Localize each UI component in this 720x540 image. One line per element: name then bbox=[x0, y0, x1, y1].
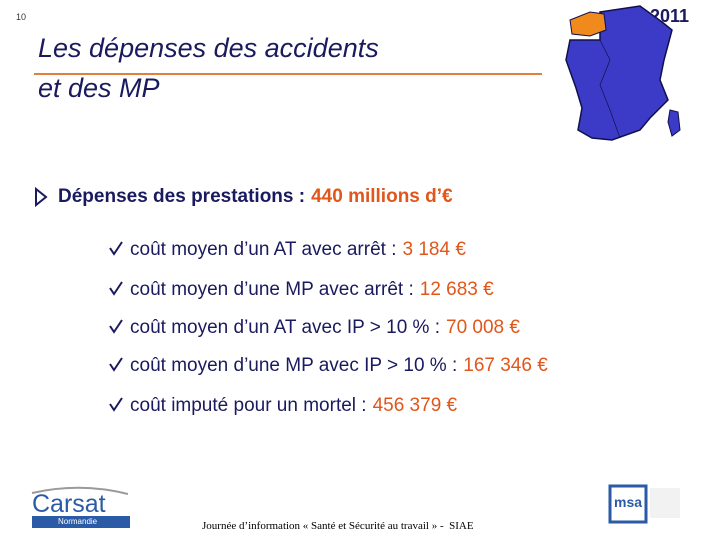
logo-name: Carsat bbox=[32, 490, 106, 518]
title-line: et des MP bbox=[38, 73, 160, 103]
item-value: 3 184 € bbox=[402, 239, 466, 260]
main-bullet-value: 440 millions d’€ bbox=[311, 186, 453, 207]
logo-region: Normandie bbox=[58, 517, 98, 526]
item-value: 12 683 € bbox=[419, 279, 494, 300]
arrow-bullet bbox=[35, 186, 48, 208]
main-bullet-label: Dépenses des prestations : bbox=[58, 186, 306, 207]
item: coût moyen d’une MP avec IP > 10 % :167 … bbox=[130, 355, 548, 377]
msa-logo bbox=[608, 484, 680, 524]
footer: Journée d’information « Santé et Sécurit… bbox=[202, 520, 474, 532]
item-value: 456 379 € bbox=[372, 395, 458, 416]
item-label: coût moyen d’une MP avec arrêt : bbox=[130, 279, 414, 300]
item-value: 70 008 € bbox=[446, 317, 520, 338]
item-label: coût moyen d’un AT avec arrêt : bbox=[130, 239, 397, 260]
item: coût moyen d’un AT avec arrêt :3 184 € bbox=[130, 239, 466, 261]
item-label: coût moyen d’une MP avec IP > 10 % : bbox=[130, 355, 458, 376]
item: coût moyen d’un AT avec IP > 10 % : 70 00… bbox=[130, 317, 520, 339]
item: coût moyen d’une MP avec arrêt :12 683 € bbox=[130, 279, 494, 301]
item: coût imputé pour un mortel :456 379 € bbox=[130, 395, 457, 417]
logo-name: msa bbox=[614, 494, 643, 510]
title-line: Les dépenses des accidents bbox=[38, 33, 379, 63]
item-label: coût imputé pour un mortel : bbox=[130, 395, 367, 416]
item-value: 167 346 € bbox=[463, 355, 548, 376]
france-map bbox=[565, 5, 681, 141]
carsat-logo bbox=[31, 486, 130, 528]
main-bullet: Dépenses des prestations :440 millions d… bbox=[58, 186, 453, 208]
page-number: 10 bbox=[16, 12, 27, 22]
item-label: coût moyen d’un AT avec IP > 10 % : bbox=[130, 317, 440, 338]
check-bullets bbox=[109, 241, 123, 412]
